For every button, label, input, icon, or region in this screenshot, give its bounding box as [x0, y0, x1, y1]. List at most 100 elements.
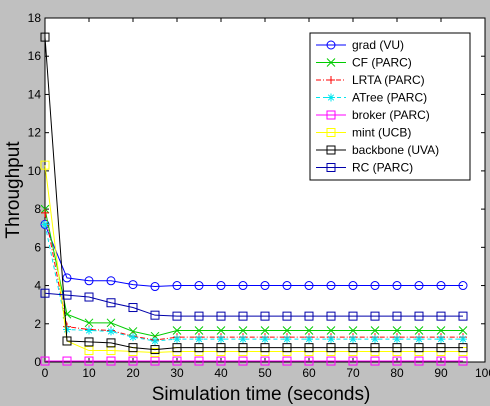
data-point-rc-parc [216, 311, 226, 321]
y-tick-label: 4 [34, 279, 41, 293]
data-point-cf-parc [106, 318, 116, 328]
y-tick-label: 16 [28, 49, 42, 63]
y-axis-label: Throughput [3, 141, 24, 239]
data-point-cf-parc [436, 326, 446, 335]
data-point-rc-parc [128, 303, 138, 313]
data-point-grad-vu [436, 281, 446, 291]
legend-box [309, 32, 471, 181]
data-point-atree-parc [217, 335, 225, 344]
legend-label-rc-parc: RC (PARC) [352, 161, 413, 175]
data-point-rc-parc [172, 311, 182, 321]
data-point-atree-parc [283, 335, 291, 344]
data-point-grad-vu [194, 281, 204, 291]
series-cf-parc [40, 204, 468, 341]
x-tick-label: 40 [214, 366, 228, 380]
series-backbone-uva [40, 32, 468, 355]
data-point-lrta-parc [41, 208, 49, 217]
data-point-grad-vu [128, 280, 138, 290]
data-point-cf-parc [84, 318, 94, 328]
x-tick-label: 80 [390, 366, 404, 380]
data-point-grad-vu [370, 281, 380, 291]
data-point-cf-parc [392, 326, 402, 335]
x-tick-label: 100 [475, 366, 490, 380]
data-point-cf-parc [326, 326, 336, 335]
data-point-broker-parc [348, 356, 358, 366]
data-point-atree-parc [459, 335, 467, 344]
data-point-rc-parc [282, 311, 292, 321]
legend-marker-lrta-parc [327, 76, 335, 84]
data-point-atree-parc [63, 325, 71, 334]
data-point-cf-parc [194, 326, 204, 335]
legend-marker-mint-ucb [326, 128, 336, 137]
data-point-backbone-uva [128, 343, 138, 353]
data-point-cf-parc [282, 326, 292, 335]
series-rc-parc [40, 288, 468, 321]
data-point-backbone-uva [106, 338, 116, 348]
x-tick-label: 20 [126, 366, 140, 380]
data-point-rc-parc [62, 290, 72, 300]
data-point-grad-vu [260, 281, 270, 291]
data-point-cf-parc [260, 326, 270, 335]
data-point-grad-vu [414, 281, 424, 291]
data-point-backbone-uva [436, 343, 446, 353]
legend-label-cf-parc: CF (PARC) [352, 56, 412, 70]
y-tick-label: 10 [28, 164, 42, 178]
data-point-rc-parc [238, 311, 248, 321]
y-tick-label: 14 [28, 87, 42, 101]
data-point-atree-parc [107, 327, 115, 336]
data-point-backbone-uva [370, 343, 380, 353]
data-point-grad-vu [282, 281, 292, 291]
legend-label-lrta-parc: LRTA (PARC) [352, 73, 425, 87]
x-tick-label: 90 [434, 366, 448, 380]
y-tick-label: 0 [34, 355, 41, 369]
data-point-grad-vu [348, 281, 358, 291]
legend-label-atree-parc: ATree (PARC) [352, 91, 427, 105]
y-tick-label: 18 [28, 11, 42, 25]
data-point-cf-parc [128, 327, 138, 336]
data-point-atree-parc [173, 335, 181, 344]
data-point-atree-parc [327, 335, 335, 344]
data-point-rc-parc [392, 311, 402, 321]
data-point-broker-parc [172, 356, 182, 366]
data-point-rc-parc [436, 311, 446, 321]
data-point-cf-parc [216, 326, 226, 335]
data-point-rc-parc [348, 311, 358, 321]
data-point-grad-vu [62, 273, 72, 283]
x-tick-label: 30 [170, 366, 184, 380]
data-point-broker-parc [150, 356, 160, 366]
series-layer [40, 32, 468, 366]
legend-marker-atree-parc [327, 93, 335, 102]
y-tick-label: 6 [34, 240, 41, 254]
data-point-grad-vu [458, 281, 468, 291]
data-point-cf-parc [348, 326, 358, 335]
data-point-backbone-uva [194, 343, 204, 353]
data-point-grad-vu [304, 281, 314, 291]
data-point-broker-parc [216, 356, 226, 366]
data-point-rc-parc [260, 311, 270, 321]
x-tick-label: 50 [258, 366, 272, 380]
axis-ticks: 0 10 20 30 40 50 60 70 80 90 100 0 2 4 6 8 10 12 14 16 18 [28, 11, 490, 380]
series-atree-parc [41, 220, 467, 345]
x-tick-label: 60 [302, 366, 316, 380]
data-point-backbone-uva [282, 343, 292, 353]
data-point-grad-vu [326, 281, 336, 291]
data-point-backbone-uva [348, 343, 358, 353]
data-point-rc-parc [370, 311, 380, 321]
x-tick-label: 0 [42, 366, 49, 380]
data-point-broker-parc [106, 356, 116, 366]
data-point-backbone-uva [392, 343, 402, 353]
data-point-backbone-uva [260, 343, 270, 353]
data-point-atree-parc [393, 335, 401, 344]
data-point-grad-vu [172, 281, 182, 291]
data-point-backbone-uva [458, 343, 468, 353]
data-point-broker-parc [40, 356, 50, 366]
data-point-broker-parc [282, 356, 292, 366]
data-point-broker-parc [260, 356, 270, 366]
y-tick-label: 8 [34, 202, 41, 216]
data-point-broker-parc [326, 356, 336, 366]
data-point-grad-vu [106, 276, 116, 286]
data-point-backbone-uva [62, 336, 72, 346]
data-point-backbone-uva [216, 343, 226, 353]
data-point-broker-parc [84, 356, 94, 366]
